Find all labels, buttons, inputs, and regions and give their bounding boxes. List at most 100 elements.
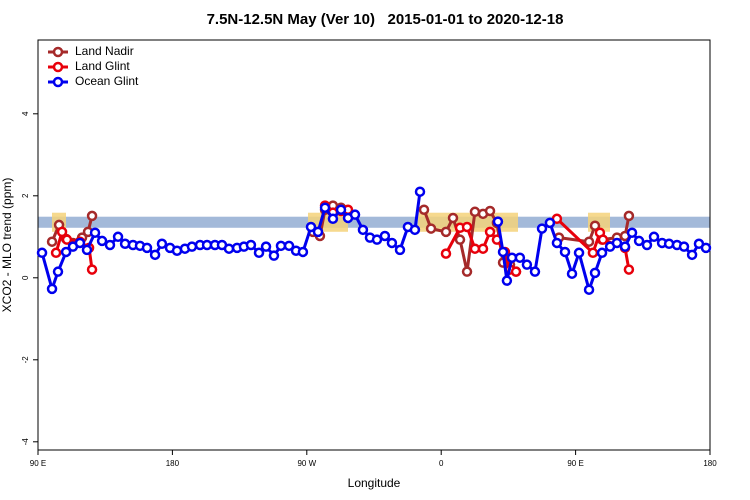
data-point [648,231,660,243]
data-point [119,238,131,250]
data-point [641,239,653,251]
data-point [50,247,62,259]
x-tick-label: 180 [703,459,717,468]
data-point [305,221,317,233]
data-point [521,259,533,270]
data-point [297,246,309,258]
data-point [61,234,73,245]
data-point [501,275,513,286]
data-point [619,241,631,252]
data-point [536,223,548,234]
data-point [418,204,430,215]
data-point [469,206,481,218]
legend-label: Land Glint [75,59,130,73]
data-point [371,234,383,245]
data-point [56,226,68,238]
data-point [112,231,124,243]
data-point [551,237,563,249]
y-tick-label: 0 [21,275,30,280]
legend-marker [52,76,64,88]
data-point [96,235,108,247]
data-point [36,247,48,259]
data-point [223,243,235,254]
legend-marker [52,61,64,73]
data-point [477,243,489,254]
data-point [86,264,98,275]
data-point [327,213,339,225]
data-point [149,249,161,261]
data-point [141,242,153,254]
reference-band [38,216,710,228]
data-point [253,247,265,259]
data-point [573,247,585,259]
data-point [510,266,522,277]
data-point [312,226,324,238]
data-point [583,284,595,295]
data-point [611,237,623,249]
data-point [357,224,369,236]
data-point [283,240,295,252]
data-point [626,227,638,238]
data-point [379,230,391,242]
data-point [81,244,93,256]
data-point [104,239,116,251]
x-axis-label: Longitude [348,476,401,490]
data-point [700,242,712,254]
data-point [454,234,466,245]
y-tick-label: -4 [21,438,30,446]
data-point [74,237,86,249]
data-point [589,267,601,279]
data-point [514,252,526,263]
data-point [559,246,571,258]
data-point [497,246,509,258]
data-point [623,210,635,222]
data-point [529,266,541,277]
data-point [394,244,406,256]
data-point [583,236,595,247]
data-point [46,236,58,247]
x-tick-label: 0 [439,459,444,468]
data-point [335,204,347,215]
y-tick-label: -2 [21,356,30,364]
data-point [566,268,578,279]
data-point [686,249,698,261]
chart-title: 7.5N-12.5N May (Ver 10) 2015-01-01 to 20… [207,11,564,28]
data-point [260,241,272,252]
y-axis-label: XCO2 - MLO trend (ppm) [0,178,14,313]
data-point [492,216,504,227]
data-point [52,266,64,277]
legend-label: Ocean Glint [75,74,139,88]
data-point [414,186,426,197]
data-point [469,243,481,254]
data-point [597,234,609,245]
x-tick-label: 90 E [30,459,46,468]
data-point [461,266,473,277]
data-point [349,209,361,220]
data-point [156,238,168,250]
data-point [86,210,98,222]
data-point [186,241,198,252]
legend-marker [52,46,64,58]
data-point [440,248,452,259]
data-point [623,264,635,275]
y-tick-label: 4 [21,111,30,116]
legend-label: Land Nadir [75,44,134,58]
x-tick-label: 90 W [297,459,316,468]
data-point [319,202,331,213]
data-point [663,238,675,250]
data-point [268,250,280,261]
data-point [589,220,601,231]
data-point [484,205,496,217]
data-point [425,223,437,234]
data-point [678,241,690,252]
data-point [544,217,556,229]
data-point [587,247,599,259]
data-point [440,226,452,238]
data-point [275,240,287,252]
data-point [409,224,421,236]
data-point [46,283,58,295]
y-tick-label: 2 [21,193,30,198]
data-point [447,212,459,224]
x-tick-label: 90 E [567,459,583,468]
